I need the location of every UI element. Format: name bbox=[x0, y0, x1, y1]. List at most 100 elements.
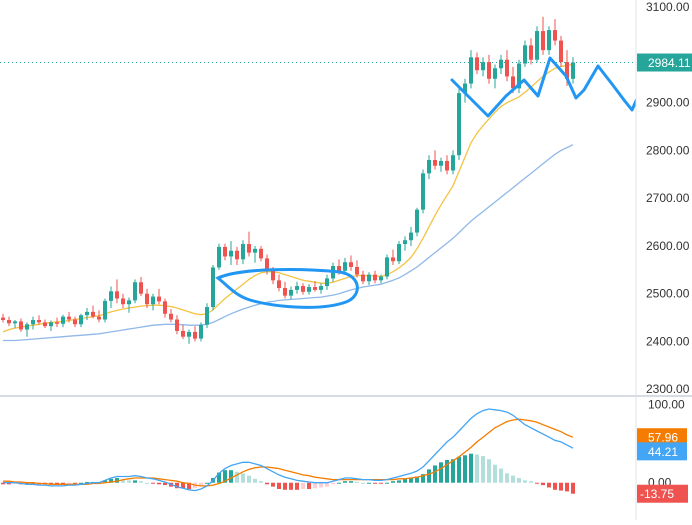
candle-body[interactable] bbox=[229, 250, 233, 257]
candle-body[interactable] bbox=[265, 258, 269, 271]
candle-body[interactable] bbox=[553, 30, 557, 41]
candle-body[interactable] bbox=[547, 30, 551, 51]
candle-body[interactable] bbox=[427, 159, 431, 174]
drawn-consolidation-loop[interactable] bbox=[215, 268, 359, 309]
candle-body[interactable] bbox=[1, 317, 5, 320]
candle-body[interactable] bbox=[367, 274, 371, 282]
candle-body[interactable] bbox=[211, 267, 215, 308]
candle-body[interactable] bbox=[7, 319, 11, 324]
candle-body[interactable] bbox=[451, 155, 455, 171]
candle-body[interactable] bbox=[559, 40, 563, 63]
candle-body[interactable] bbox=[235, 250, 239, 260]
candle-body[interactable] bbox=[493, 68, 497, 79]
candle-body[interactable] bbox=[295, 286, 299, 290]
candle-body[interactable] bbox=[325, 278, 329, 287]
candle-body[interactable] bbox=[169, 313, 173, 320]
candle-body[interactable] bbox=[379, 276, 383, 281]
candle-body[interactable] bbox=[535, 31, 539, 60]
candle-body[interactable] bbox=[217, 246, 221, 268]
candle-body[interactable] bbox=[385, 257, 389, 277]
candle-body[interactable] bbox=[523, 45, 527, 64]
candle-body[interactable] bbox=[91, 311, 95, 317]
candle-body[interactable] bbox=[565, 62, 569, 79]
candle-body[interactable] bbox=[433, 159, 437, 166]
candle-body[interactable] bbox=[313, 287, 317, 290]
candle-body[interactable] bbox=[49, 322, 53, 327]
candle-body[interactable] bbox=[85, 311, 89, 316]
candle-body[interactable] bbox=[355, 266, 359, 275]
candle-body[interactable] bbox=[439, 160, 443, 166]
candle-body[interactable] bbox=[223, 246, 227, 257]
price-axis[interactable]: 3100.00 2900.00 2800.00 2700.00 2600.00 2500.… bbox=[635, 0, 692, 520]
candle-body[interactable] bbox=[475, 57, 479, 71]
candle-body[interactable] bbox=[457, 93, 461, 156]
candle-body[interactable] bbox=[337, 266, 341, 271]
candle-body[interactable] bbox=[253, 248, 257, 253]
candle-body[interactable] bbox=[19, 321, 23, 330]
candle-body[interactable] bbox=[67, 316, 71, 320]
candle-body[interactable] bbox=[391, 257, 395, 262]
candle-body[interactable] bbox=[409, 232, 413, 241]
candle-body[interactable] bbox=[199, 324, 203, 339]
candle-body[interactable] bbox=[127, 300, 131, 305]
candle-body[interactable] bbox=[397, 244, 401, 262]
macd-pane[interactable] bbox=[1, 408, 575, 494]
candle-body[interactable] bbox=[115, 291, 119, 299]
candle-body[interactable] bbox=[349, 262, 353, 267]
candle-body[interactable] bbox=[25, 324, 29, 330]
candle-body[interactable] bbox=[289, 289, 293, 296]
candle-body[interactable] bbox=[139, 282, 143, 294]
candle-body[interactable] bbox=[181, 330, 185, 337]
candle-body[interactable] bbox=[163, 301, 167, 314]
candle-body[interactable] bbox=[121, 298, 125, 305]
candle-body[interactable] bbox=[133, 282, 137, 301]
candle-body[interactable] bbox=[187, 331, 191, 337]
candle-body[interactable] bbox=[103, 300, 107, 320]
candle-body[interactable] bbox=[403, 240, 407, 245]
candle-body[interactable] bbox=[31, 319, 35, 325]
candle-body[interactable] bbox=[241, 244, 245, 260]
candle-body[interactable] bbox=[445, 160, 449, 171]
candle-body[interactable] bbox=[43, 322, 47, 327]
candle-body[interactable] bbox=[301, 286, 305, 292]
candle-body[interactable] bbox=[487, 62, 491, 79]
candle-body[interactable] bbox=[79, 315, 83, 325]
candle-body[interactable] bbox=[505, 59, 509, 77]
candle-body[interactable] bbox=[61, 316, 65, 324]
candle-body[interactable] bbox=[145, 293, 149, 305]
candle-body[interactable] bbox=[499, 59, 503, 69]
candle-body[interactable] bbox=[151, 296, 155, 305]
candle-body[interactable] bbox=[37, 319, 41, 323]
candle-body[interactable] bbox=[343, 262, 347, 271]
candle-body[interactable] bbox=[571, 62, 575, 79]
candle-body[interactable] bbox=[319, 286, 323, 290]
candle-body[interactable] bbox=[283, 287, 287, 296]
candle-body[interactable] bbox=[193, 331, 197, 339]
candle-body[interactable] bbox=[421, 173, 425, 210]
candle-body[interactable] bbox=[247, 244, 251, 253]
candle-body[interactable] bbox=[361, 274, 365, 282]
candle-body[interactable] bbox=[73, 319, 77, 325]
candle-body[interactable] bbox=[259, 248, 263, 259]
candle-body[interactable] bbox=[415, 209, 419, 233]
candle-body[interactable] bbox=[13, 321, 17, 324]
candle-body[interactable] bbox=[55, 322, 59, 324]
candle-body[interactable] bbox=[481, 62, 485, 71]
candle-body[interactable] bbox=[205, 307, 209, 325]
candle-body[interactable] bbox=[469, 57, 473, 84]
candle-body[interactable] bbox=[307, 287, 311, 292]
price-pane[interactable] bbox=[0, 16, 682, 344]
candle-body[interactable] bbox=[277, 280, 281, 288]
candle-body[interactable] bbox=[511, 76, 515, 89]
candle-body[interactable] bbox=[517, 63, 521, 89]
candle-body[interactable] bbox=[175, 319, 179, 331]
candle-body[interactable] bbox=[109, 291, 113, 301]
candle-body[interactable] bbox=[157, 296, 161, 302]
candle-body[interactable] bbox=[529, 45, 533, 60]
candle-body[interactable] bbox=[271, 270, 275, 281]
candle-body[interactable] bbox=[541, 31, 545, 51]
candle-body[interactable] bbox=[373, 274, 377, 281]
